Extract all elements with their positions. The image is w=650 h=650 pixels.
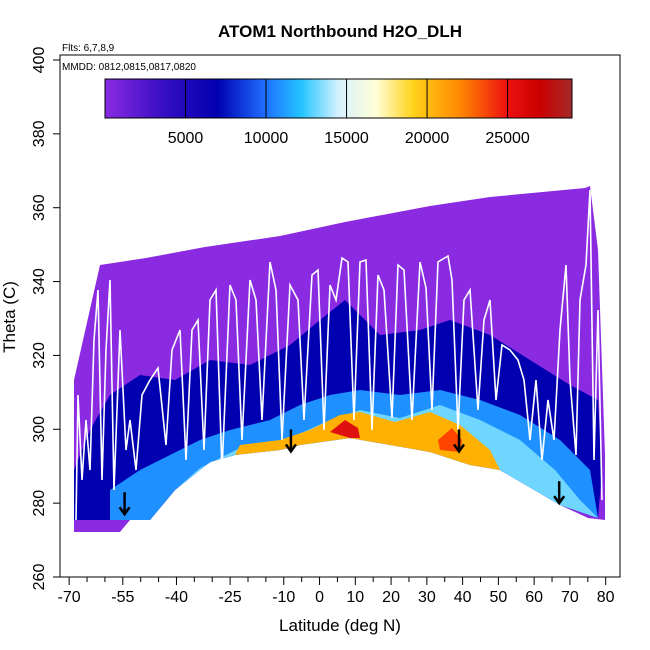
heatmap-cyan-band <box>150 405 598 520</box>
chart-title: ATOM1 Northbound H2O_DLH <box>218 22 462 41</box>
colorbar-tick-label: 5000 <box>168 130 204 147</box>
x-axis-label: Latitude (deg N) <box>279 616 401 635</box>
y-tick-label: 300 <box>31 416 48 443</box>
y-axis: 260 280 300 320 340 360 380 400 <box>31 47 60 591</box>
arrow-markers <box>118 429 566 517</box>
y-tick-label: 320 <box>31 342 48 369</box>
x-tick-label: 70 <box>561 589 579 606</box>
x-tick-label: 0 <box>315 589 324 606</box>
y-tick-label: 280 <box>31 490 48 517</box>
x-tick-label: 60 <box>525 589 543 606</box>
heatmap-field <box>74 186 605 532</box>
x-tick-label: 40 <box>454 589 472 606</box>
y-tick-label: 400 <box>31 47 48 74</box>
x-tick-label: -10 <box>272 589 295 606</box>
arrow-head <box>284 443 297 454</box>
colorbar-tick-label: 25000 <box>485 130 530 147</box>
arrow-head <box>118 506 131 517</box>
colorbar <box>104 78 573 119</box>
colorbar-tick-label: 20000 <box>405 130 450 147</box>
colorbar-tick-label: 10000 <box>244 130 289 147</box>
arrow-head <box>453 443 466 454</box>
heatmap-orange-band <box>235 412 500 470</box>
x-tick-label: -55 <box>111 589 134 606</box>
plot-frame <box>59 54 621 578</box>
x-tick-label: -25 <box>219 589 242 606</box>
x-tick-label: -70 <box>58 589 81 606</box>
y-tick-label: 260 <box>31 564 48 591</box>
colorbar-tick-label: 15000 <box>324 130 369 147</box>
x-tick-label: -40 <box>165 589 188 606</box>
flights-label: Flts: 6,7,8,9 <box>62 43 115 54</box>
heatmap-red-core <box>330 420 360 438</box>
x-tick-label: 50 <box>489 589 507 606</box>
y-tick-label: 380 <box>31 120 48 147</box>
dates-label: MMDD: 0812,0815,0817,0820 <box>62 62 196 73</box>
x-tick-label: 30 <box>418 589 436 606</box>
y-tick-label: 360 <box>31 194 48 221</box>
x-axis: -70 -55 -40 -25 -10 0 10 20 30 40 50 60 70 80 <box>58 577 615 606</box>
arrow-head <box>553 495 566 506</box>
x-tick-label: 20 <box>382 589 400 606</box>
x-tick-label: 80 <box>597 589 615 606</box>
colorbar-ticks: 5000 10000 15000 20000 25000 <box>168 79 530 147</box>
y-axis-label: Theta (C) <box>0 281 19 353</box>
flight-track <box>75 189 603 521</box>
y-tick-label: 340 <box>31 268 48 295</box>
x-tick-label: 10 <box>346 589 364 606</box>
